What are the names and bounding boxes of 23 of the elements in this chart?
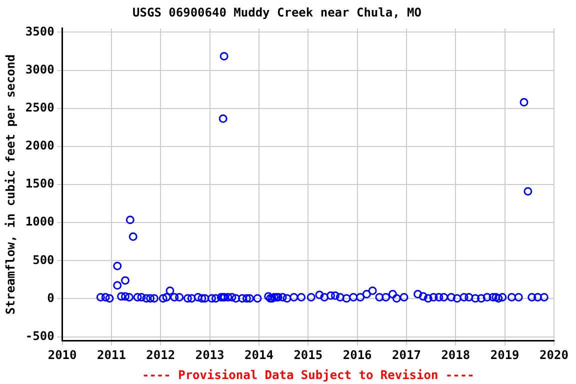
text: ---- Provisional Data Subject to Revision ---- [142,368,474,382]
y-tick-label: 1500 [25,176,54,191]
y-tick-label: 3500 [25,24,54,38]
x-tick-label: 2017 [392,348,421,362]
x-tick-label: 2014 [244,348,274,362]
y-tick-label: 3000 [25,62,54,76]
y-tick-label: 500 [32,252,54,267]
x-tick-label: 2020 [540,348,568,362]
x-tick-label: 2018 [441,348,470,362]
y-axis-title: Streamflow, in cubic feet per second [3,54,18,315]
x-tick-label: 2016 [342,348,372,362]
x-tick-label: 2019 [490,348,520,362]
x-tick-label: 2013 [195,348,224,362]
y-tick-label: -500 [25,328,54,343]
x-tick-label: 2011 [97,348,126,362]
y-tick-label: 0 [47,290,54,305]
x-tick-label: 2010 [48,348,77,362]
x-tick-label: 2015 [294,348,323,362]
x-tick-label: 2012 [146,348,176,362]
y-tick-label: 2000 [25,138,54,153]
y-tick-label: 2500 [25,100,54,114]
y-tick-label: 1000 [25,214,54,229]
chart-title: USGS 06900640 Muddy Creek near Chula, MO [132,5,422,20]
